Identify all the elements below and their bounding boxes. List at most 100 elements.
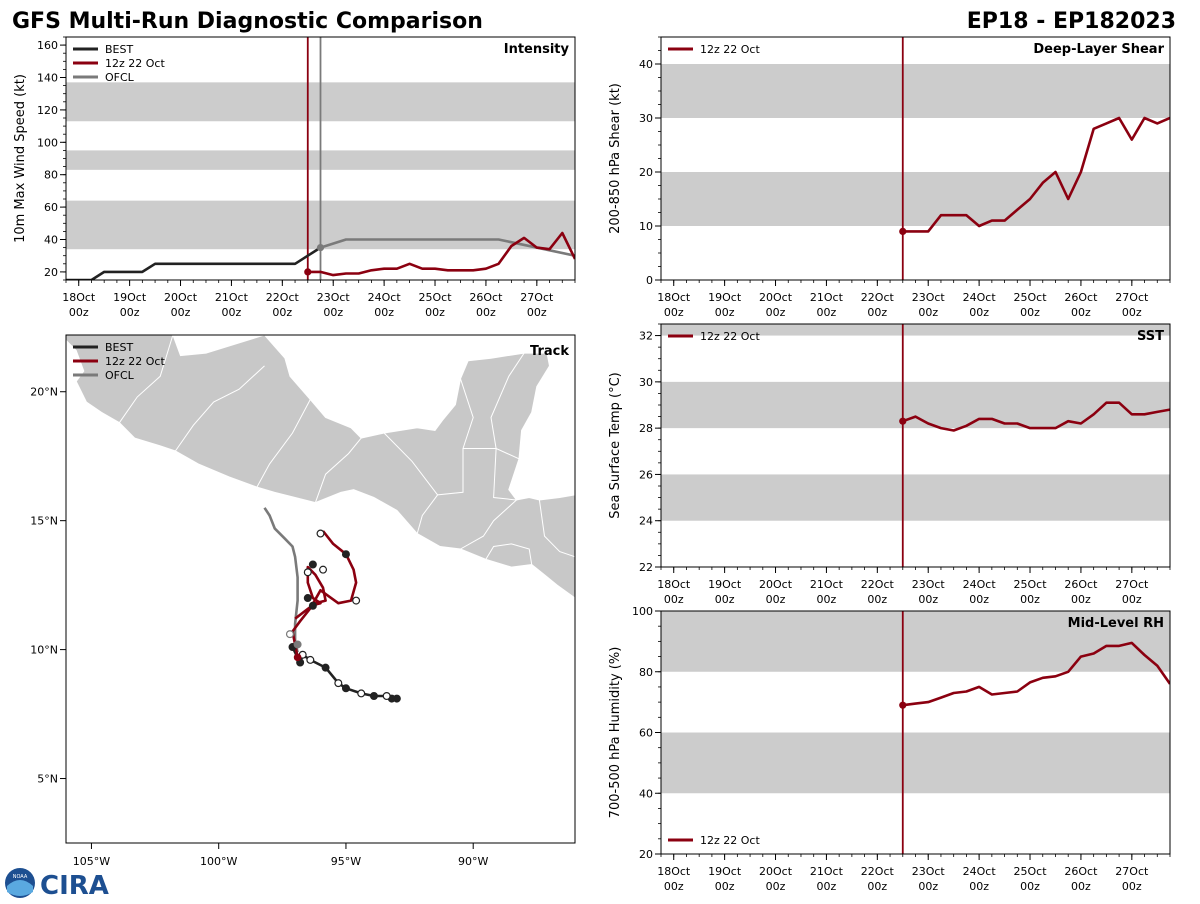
storm-id: EP18 - EP182023 [967,9,1176,34]
x-tick-day-label: 26Oct [469,291,503,304]
x-tick-day-label: 20Oct [759,865,793,878]
x-tick-day-label: 27Oct [1115,578,1149,591]
threshold-band [661,732,1170,794]
x-tick-hour-label: 00z [918,306,938,319]
threshold-band [661,381,1170,429]
series-start-marker [899,417,907,425]
x-tick-day-label: 19Oct [113,291,147,304]
run-track-point [319,565,328,574]
y-tick-label: 60 [639,727,653,740]
lat-tick-label: 5°N [37,773,58,786]
x-tick-hour-label: 00z [969,880,989,893]
plot-frame [660,323,1171,568]
x-tick-day-label: 25Oct [1014,865,1048,878]
x-tick-day-label: 24Oct [963,578,997,591]
x-tick-hour-label: 00z [222,306,242,319]
x-tick-hour-label: 00z [1020,593,1040,606]
y-tick-label: 30 [639,376,653,389]
political-border [460,499,517,550]
x-tick-hour-label: 00z [120,306,140,319]
run-track-point [341,550,350,559]
lon-tick-label: 90°W [458,855,488,868]
series-line-ofcl [320,238,575,257]
x-tick-day-label: 24Oct [963,291,997,304]
cira-logo: NOAA CIRA [4,866,114,904]
legend-label: 12z 22 Oct [700,834,760,847]
intensity-panel: 20 40 60 80 100 120 140 160 18Oct 00z 19Oct 00z 20Oc… [13,36,576,319]
run-track-point [308,560,317,569]
political-border [538,499,575,558]
x-tick-day-label: 21Oct [215,291,249,304]
x-tick-hour-label: 00z [1122,880,1142,893]
y-axis-label: Sea Surface Temp (°C) [608,372,623,519]
legend-label: BEST [105,341,133,354]
run-track-point [308,601,317,610]
y-tick-label: 22 [639,561,653,574]
y-tick-label: 40 [44,234,58,247]
political-border [493,448,517,501]
x-tick-hour-label: 00z [664,593,684,606]
best-track-point [334,679,343,688]
land-layer [66,335,575,599]
x-tick-day-label: 18Oct [657,578,691,591]
y-axis-label: 700-500 hPa Humidity (%) [608,647,623,819]
shear-panel: 0 10 20 30 40 18Oct 00z 19Oct 00z 20Oct 00z 21Oct 00… [608,36,1171,319]
x-tick-day-label: 20Oct [759,578,793,591]
panel-title: SST [1137,329,1164,344]
x-tick-day-label: 24Oct [963,865,997,878]
x-tick-day-label: 23Oct [317,291,351,304]
x-tick-day-label: 22Oct [861,291,895,304]
track-lines [263,507,401,703]
y-tick-label: 100 [37,136,58,149]
y-tick-label: 40 [639,787,653,800]
x-tick-hour-label: 00z [476,306,496,319]
political-border [118,335,174,423]
legend-label: OFCL [105,71,135,84]
best-track-point [382,692,391,701]
legend-label: OFCL [105,369,135,382]
y-axis-label: 200-850 hPa Shear (kt) [608,83,623,234]
x-tick-hour-label: 00z [715,306,735,319]
panel-title: Intensity [504,42,570,57]
threshold-band [661,474,1170,521]
y-tick-label: 120 [37,104,58,117]
x-tick-day-label: 23Oct [912,578,946,591]
x-tick-hour-label: 00z [867,593,887,606]
track-frame [65,334,576,844]
track-panel: 105°W 100°W 95°W 90°W 5°N 10°N 15°N 20°N Track BE… [30,334,576,868]
y-tick-label: 60 [44,201,58,214]
x-tick-hour-label: 00z [1071,306,1091,319]
lat-tick-label: 20°N [30,386,58,399]
x-tick-hour-label: 00z [817,306,837,319]
series-line-run [902,116,1170,233]
ofcl-track-point [285,630,294,639]
lat-tick-label: 10°N [30,644,58,657]
series-line-run [902,401,1170,432]
sst-panel: 22 24 26 28 30 32 18Oct 00z 19Oct 00z 20Oct 00z 21Oc… [608,323,1171,606]
x-tick-hour-label: 00z [918,593,938,606]
threshold-band [661,611,1170,672]
x-tick-day-label: 18Oct [657,291,691,304]
x-tick-hour-label: 00z [171,306,191,319]
x-tick-day-label: 25Oct [419,291,453,304]
series-line-run [902,641,1170,707]
x-tick-day-label: 24Oct [368,291,402,304]
x-tick-hour-label: 00z [766,593,786,606]
x-tick-hour-label: 00z [817,593,837,606]
political-border [416,448,497,534]
run-track-point [303,568,312,577]
legend-label: 12z 22 Oct [700,330,760,343]
x-tick-hour-label: 00z [715,593,735,606]
threshold-band [661,64,1170,118]
x-tick-hour-label: 00z [374,306,394,319]
x-tick-day-label: 27Oct [1115,291,1149,304]
legend-label: BEST [105,43,133,56]
x-tick-day-label: 19Oct [708,865,742,878]
series-start-marker [899,701,907,709]
x-tick-day-label: 27Oct [520,291,554,304]
lon-tick-label: 95°W [331,855,361,868]
y-tick-label: 140 [37,72,58,85]
political-border [485,543,533,565]
x-tick-hour-label: 00z [1122,306,1142,319]
cira-wordmark: CIRA [40,871,109,900]
